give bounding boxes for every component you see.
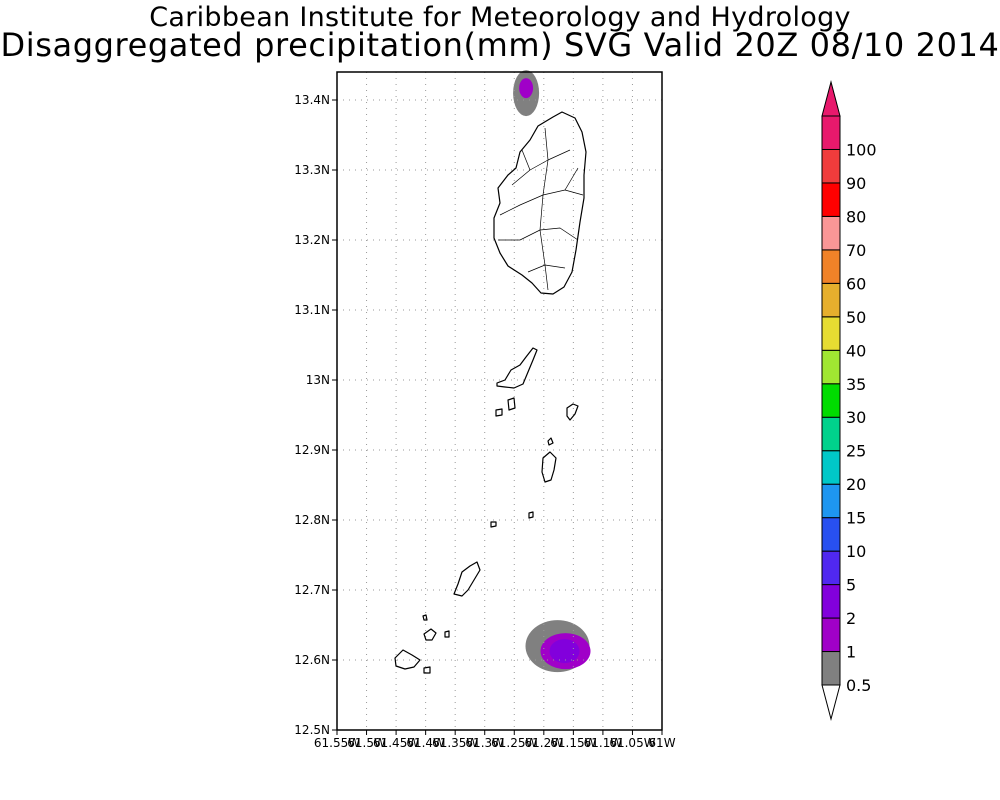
precip-area-south-2: [549, 639, 580, 664]
colorbar-box: [821, 282, 841, 318]
lon-tick-label: 61.4W: [406, 736, 445, 750]
lat-tick-label: 12.5N: [294, 723, 330, 737]
colorbar-label: 100: [846, 140, 877, 159]
colorbar-box: [821, 115, 841, 150]
colorbar-label: 30: [846, 408, 866, 427]
map-title: Disaggregated precipitation(mm) SVG Vali…: [0, 26, 1000, 64]
colorbar-label: 1: [846, 643, 856, 662]
precip-areas: [513, 70, 591, 673]
colorbar-label: 20: [846, 475, 866, 494]
colorbar-label: 50: [846, 308, 866, 327]
colorbar-label: 15: [846, 509, 866, 528]
lat-tick-label: 13.4N: [294, 93, 330, 107]
colorbar-box: [821, 148, 841, 184]
island-mustique: [566, 403, 579, 421]
island-carriacou: [394, 649, 421, 670]
lat-tick-label: 13.3N: [294, 163, 330, 177]
colorbar-box: [821, 483, 841, 519]
watershed-lines: [498, 127, 584, 291]
watershed-line: [542, 189, 584, 196]
colorbar-box: [821, 249, 841, 284]
lat-tick-label: 13N: [306, 373, 330, 387]
lon-tick-label: 61.25W: [491, 736, 537, 750]
institute-title: Caribbean Institute for Meteorology and …: [149, 2, 851, 33]
lon-tick-label: 61.5W: [347, 736, 386, 750]
island-petit-canouan: [528, 511, 534, 519]
island-isle-quatre: [495, 408, 503, 417]
lon-tick-label: 61W: [648, 736, 675, 750]
colorbar-box: [821, 651, 841, 686]
island-battowia: [507, 397, 516, 411]
map-frame: [336, 71, 663, 731]
island-tiny: [422, 614, 428, 621]
grid-lines: [337, 72, 662, 730]
colorbar-box: [821, 416, 841, 452]
colorbar-box: [821, 349, 841, 385]
lon-tick-label: 61.1W: [584, 736, 623, 750]
colorbar-box: [821, 215, 841, 251]
island-baliceaux: [490, 521, 497, 528]
precip-area-north-1: [519, 78, 534, 99]
colorbar-over-triangle: [821, 80, 841, 117]
colorbar-box: [821, 182, 841, 217]
lon-tick-label: 61.55W: [314, 736, 360, 750]
colorbar-box: [821, 617, 841, 653]
colorbar-label: 25: [846, 442, 866, 461]
watershed-line: [527, 264, 546, 273]
lon-tick-label: 61.45W: [373, 736, 419, 750]
watershed-line: [539, 127, 549, 291]
colorbar-label: 35: [846, 375, 866, 394]
colorbar-box: [821, 584, 841, 619]
colorbar-box: [821, 383, 841, 418]
lat-tick-label: 12.9N: [294, 443, 330, 457]
watershed-line: [499, 194, 544, 216]
colorbar-label: 40: [846, 341, 866, 360]
lat-tick-label: 13.2N: [294, 233, 330, 247]
map-area: 13.4N 13.3N 13.2N 13.1N 13N 12.9N 12.8N 12.7N 12…: [294, 70, 676, 750]
watershed-line: [564, 167, 579, 191]
colorbar-box: [821, 550, 841, 586]
watershed-line: [547, 149, 571, 161]
colorbar-label: 10: [846, 542, 866, 561]
colorbar-box: [821, 517, 841, 552]
lon-tick-label: 61.3W: [465, 736, 504, 750]
island-canouan: [541, 451, 557, 483]
colorbar-label: 5: [846, 576, 856, 595]
colorbar-label: 90: [846, 174, 866, 193]
island-union: [423, 628, 437, 641]
colorbar-label: 0.5: [846, 676, 871, 695]
island-mayreau: [453, 561, 481, 597]
lon-tick-label: 61.2W: [525, 736, 564, 750]
island-petit-martinique: [423, 666, 431, 674]
coastlines: [394, 111, 587, 674]
colorbar-label: 60: [846, 274, 866, 293]
island-palm: [444, 630, 450, 638]
island-bequia: [496, 347, 538, 389]
colorbar-box: [821, 316, 841, 351]
lon-tick-label: 61.35W: [432, 736, 478, 750]
watershed-line: [544, 264, 566, 269]
watershed-line: [539, 227, 579, 241]
colorbar-under-triangle: [821, 684, 841, 721]
lon-tick-label: 61.05W: [609, 736, 655, 750]
island-petit-mustique: [547, 437, 554, 446]
axis-ticks: 13.4N 13.3N 13.2N 13.1N 13N 12.9N 12.8N 12.7N 12…: [294, 93, 675, 750]
colorbar-label: 80: [846, 207, 866, 226]
lat-tick-label: 12.6N: [294, 653, 330, 667]
watershed-line: [521, 149, 531, 171]
colorbar-label: 70: [846, 241, 866, 260]
lat-tick-label: 12.8N: [294, 513, 330, 527]
colorbar-box: [821, 450, 841, 485]
lat-tick-label: 12.7N: [294, 583, 330, 597]
lon-tick-label: 61.15W: [550, 736, 596, 750]
island-st-vincent: [493, 111, 587, 295]
lat-tick-label: 13.1N: [294, 303, 330, 317]
colorbar-label: 2: [846, 609, 856, 628]
watershed-line: [498, 229, 541, 241]
